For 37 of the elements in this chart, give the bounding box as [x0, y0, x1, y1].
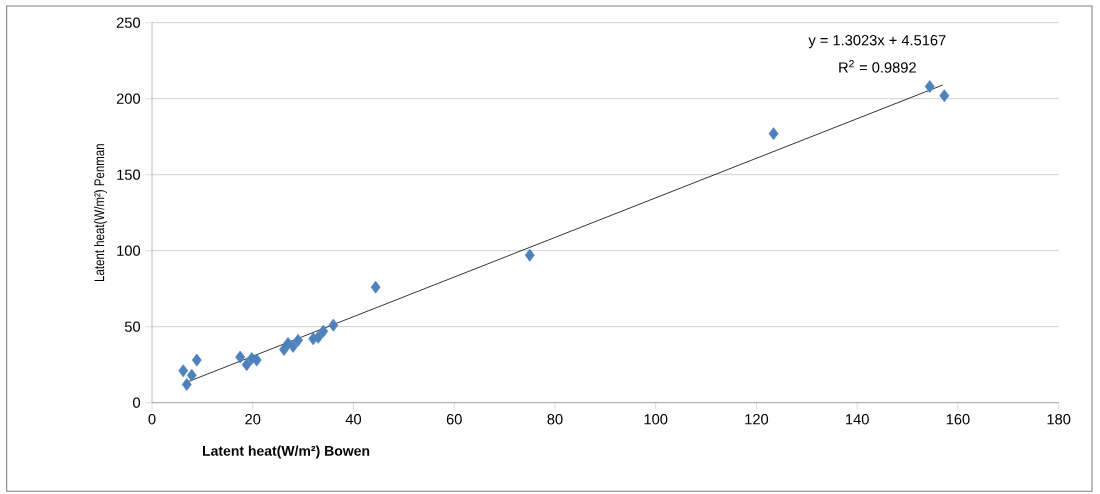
point — [288, 340, 298, 353]
x-tick-label: 120 — [745, 414, 769, 425]
point — [191, 353, 202, 367]
point — [251, 353, 262, 367]
x-tick-label: 0 — [148, 414, 156, 425]
x-tick-label: 100 — [644, 414, 668, 425]
y-axis-title: Latent heat(W/m²) Penman — [93, 144, 108, 281]
y-tick-label: 0 — [133, 397, 141, 408]
point — [939, 89, 950, 103]
point — [293, 333, 303, 347]
y-tick-label: 150 — [117, 169, 141, 180]
x-tick-label: 20 — [245, 414, 261, 425]
point — [524, 248, 535, 262]
point — [313, 330, 324, 344]
point — [318, 324, 329, 338]
point — [186, 368, 197, 382]
y-tick-label: 50 — [124, 321, 141, 332]
annotation: y = 1.3023x + 4.5167 — [808, 35, 946, 49]
point — [178, 364, 189, 378]
x-tick-label: 80 — [547, 414, 563, 425]
point — [370, 280, 381, 294]
point — [924, 80, 935, 93]
point — [235, 350, 246, 364]
x-tick-label: 60 — [446, 414, 462, 425]
y-tick-label: 250 — [116, 17, 141, 28]
point — [768, 127, 779, 141]
x-tick-label: 180 — [1047, 414, 1071, 425]
x-axis-title: Latent heat(W/m²) Bowen — [202, 445, 370, 459]
point — [328, 318, 339, 332]
point — [241, 358, 252, 372]
annotation: R$^{2}$ = 0.9892 — [839, 60, 916, 73]
y-tick-label: 100 — [117, 245, 141, 256]
y-tick-label: 200 — [116, 93, 141, 104]
x-tick-label: 40 — [345, 414, 362, 425]
x-tick-label: 160 — [946, 414, 970, 425]
point — [181, 378, 192, 391]
x-tick-label: 140 — [846, 414, 869, 425]
